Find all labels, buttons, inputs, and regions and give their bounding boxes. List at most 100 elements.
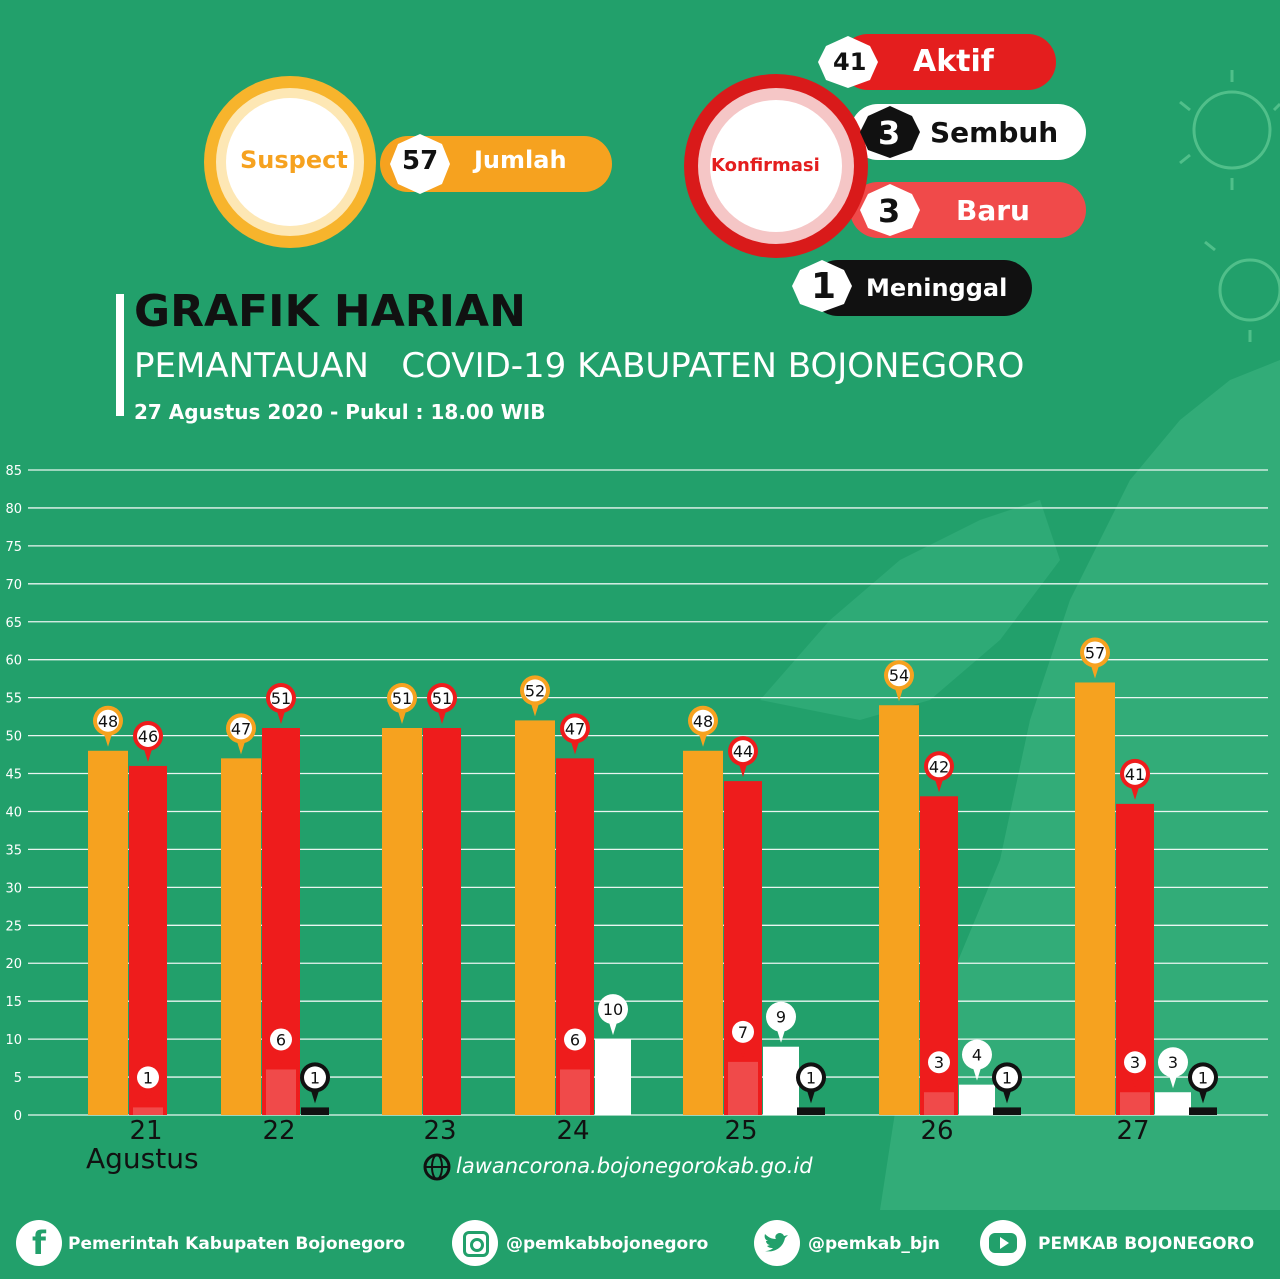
bar <box>924 1092 954 1115</box>
y-tick-label: 70 <box>5 578 22 593</box>
bar <box>595 1039 631 1115</box>
data-label-fill <box>1160 1049 1186 1076</box>
data-label-bg <box>800 1066 822 1089</box>
suspect-count-label: Jumlah <box>474 146 567 174</box>
data-label: 6 <box>276 1030 286 1049</box>
data-label-bg <box>137 724 159 747</box>
y-tick-label: 65 <box>5 616 22 631</box>
data-label-bg <box>137 1066 159 1089</box>
deaths-count: 1 <box>811 266 837 307</box>
data-label-fill <box>600 996 626 1023</box>
data-label-bg <box>564 717 586 740</box>
data-label-bg <box>304 1066 326 1089</box>
data-label-fill <box>964 1041 990 1068</box>
facebook-icon[interactable]: f <box>16 1220 62 1266</box>
title-accent-bar <box>116 294 124 416</box>
data-label-bg <box>1084 641 1106 664</box>
x-tick-label: 24 <box>556 1116 589 1146</box>
bar <box>129 765 167 1115</box>
data-label-fill <box>768 1003 794 1030</box>
y-tick-label: 15 <box>5 995 22 1010</box>
twitter-handle[interactable]: @pemkab_bjn <box>808 1234 940 1254</box>
data-label: 47 <box>231 719 251 738</box>
data-label-bg <box>270 687 292 709</box>
bar <box>423 728 461 1115</box>
data-label: 44 <box>733 742 753 761</box>
data-label-bg <box>564 1028 586 1051</box>
page-subtitle: PEMANTAUAN COVID-19 KABUPATEN BOJONEGORO <box>134 346 1025 386</box>
data-label: 7 <box>738 1023 748 1042</box>
data-label-bg <box>391 687 413 709</box>
data-label: 48 <box>98 712 118 731</box>
youtube-icon[interactable] <box>980 1220 1026 1266</box>
bar <box>879 705 919 1115</box>
data-label: 51 <box>392 689 412 708</box>
bar <box>728 1061 758 1115</box>
data-label: 9 <box>776 1008 786 1027</box>
page-title: GRAFIK HARIAN <box>134 286 526 337</box>
data-label: 6 <box>570 1030 580 1049</box>
data-label: 3 <box>934 1053 944 1072</box>
data-label-bg <box>97 709 119 732</box>
bar <box>1120 1092 1150 1115</box>
x-tick-label: 26 <box>920 1116 953 1146</box>
x-tick-label: 25 <box>724 1116 757 1146</box>
daily-chart: 0510152025303540455055606570758085484612… <box>5 464 1268 1146</box>
data-label-bg <box>1192 1066 1214 1089</box>
data-label: 47 <box>565 719 585 738</box>
data-label: 51 <box>271 689 291 708</box>
bar <box>221 758 261 1115</box>
data-label-bg <box>928 1051 950 1074</box>
data-label: 1 <box>1198 1068 1208 1087</box>
y-tick-label: 40 <box>5 805 22 820</box>
bar <box>1075 682 1115 1115</box>
y-tick-label: 75 <box>5 540 22 555</box>
data-label: 3 <box>1168 1053 1178 1072</box>
data-label-bg <box>431 687 453 709</box>
y-tick-label: 5 <box>14 1071 22 1086</box>
x-tick-label: 22 <box>262 1116 295 1146</box>
bar <box>959 1084 995 1115</box>
bar <box>88 750 128 1115</box>
instagram-icon[interactable] <box>452 1220 498 1266</box>
twitter-icon[interactable] <box>754 1220 800 1266</box>
y-tick-label: 35 <box>5 843 22 858</box>
bar <box>797 1107 825 1115</box>
data-label-bg <box>1124 1051 1146 1074</box>
bar <box>382 728 422 1115</box>
suspect-badge <box>204 76 612 248</box>
data-label-bg <box>732 740 754 763</box>
data-label-bg <box>732 1020 754 1043</box>
suspect-label: Suspect <box>240 146 348 174</box>
data-label: 46 <box>138 727 158 746</box>
data-label-bg <box>270 1028 292 1051</box>
facebook-handle[interactable]: Pemerintah Kabupaten Bojonegoro <box>68 1234 406 1254</box>
youtube-handle[interactable]: PEMKAB BOJONEGORO <box>1038 1234 1255 1254</box>
bar <box>724 781 762 1115</box>
bar <box>1155 1092 1191 1115</box>
bar <box>266 1069 296 1115</box>
instagram-handle[interactable]: @pemkabbojonegoro <box>506 1234 709 1254</box>
y-tick-label: 60 <box>5 654 22 669</box>
confirmed-label: Konfirmasi <box>711 155 820 176</box>
x-sublabel: Agustus <box>86 1142 199 1175</box>
confirmed-badge <box>684 34 1086 316</box>
bar <box>683 750 723 1115</box>
bar <box>133 1107 163 1115</box>
data-label: 1 <box>143 1068 153 1087</box>
y-tick-label: 20 <box>5 957 22 972</box>
data-label: 51 <box>432 689 452 708</box>
active-count: 41 <box>833 48 867 76</box>
globe-icon <box>423 1153 451 1181</box>
website-url[interactable]: lawancorona.bojonegorokab.go.id <box>456 1154 813 1178</box>
bar <box>515 720 555 1115</box>
y-tick-label: 85 <box>5 464 22 479</box>
data-label: 10 <box>603 1000 623 1019</box>
y-tick-label: 55 <box>5 692 22 707</box>
deaths-label: Meninggal <box>866 274 1008 302</box>
y-tick-label: 25 <box>5 919 22 934</box>
data-label-bg <box>1124 762 1146 785</box>
bar <box>993 1107 1021 1115</box>
bar <box>1189 1107 1217 1115</box>
data-label: 52 <box>525 681 545 700</box>
